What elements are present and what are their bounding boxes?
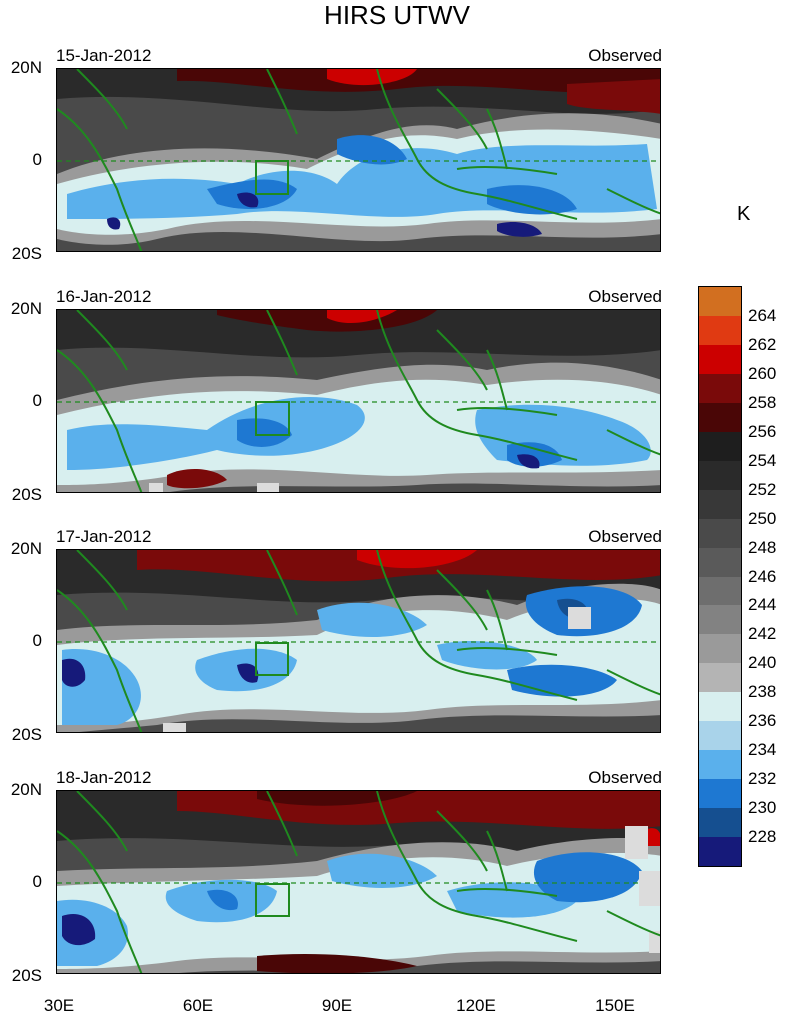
- colorbar-swatch: [699, 634, 741, 664]
- lat-label-south: 20S: [11, 725, 42, 744]
- contour-field: [57, 310, 660, 492]
- map-panel: 17-Jan-2012 Observed 20N 0 20S: [0, 527, 680, 749]
- lon-label: 90E: [321, 996, 353, 1015]
- map-panel: 16-Jan-2012 Observed 20N 0 20S: [0, 287, 680, 509]
- colorbar-swatch: [699, 576, 741, 606]
- colorbar-swatch: [699, 402, 741, 432]
- colorbar-swatch: [699, 779, 741, 809]
- panel-date: 15-Jan-2012: [56, 46, 152, 65]
- colorbar-swatch: [699, 460, 741, 490]
- utwv-map: [56, 309, 661, 493]
- colorbar-level-label: 252: [748, 479, 777, 499]
- colorbar-swatch: [699, 663, 741, 693]
- lat-label-equator: 0: [32, 391, 42, 410]
- contour-field: [57, 550, 660, 732]
- colorbar-level-label: 244: [748, 595, 777, 615]
- lat-label-north: 20N: [10, 780, 42, 799]
- lat-label-north: 20N: [10, 299, 42, 318]
- lat-label-south: 20S: [11, 966, 42, 985]
- panel-label: Observed: [588, 287, 662, 306]
- colorbar-level-label: 236: [748, 711, 777, 731]
- colorbar-level-label: 230: [748, 798, 777, 818]
- colorbar-swatch: [699, 344, 741, 374]
- colorbar-unit: K: [737, 203, 751, 225]
- colorbar-level-label: 264: [748, 305, 777, 325]
- colorbar-level-label: 256: [748, 421, 777, 441]
- lat-label-equator: 0: [32, 150, 42, 169]
- colorbar-level-label: 260: [748, 363, 777, 383]
- map-panel: 18-Jan-2012 Observed 20N 0 20S: [0, 768, 680, 990]
- colorbar-swatch: [699, 547, 741, 577]
- colorbar-level-label: 258: [748, 392, 777, 412]
- colorbar-level-label: 242: [748, 624, 777, 644]
- colorbar-level-label: 228: [748, 827, 777, 847]
- figure-title: HIRS UTWV: [324, 0, 470, 30]
- lat-label-south: 20S: [11, 485, 42, 504]
- lat-label-equator: 0: [32, 631, 42, 650]
- map-panel: 15-Jan-2012 Observed 20N 0 20S: [0, 46, 680, 268]
- colorbar-swatch: [699, 518, 741, 548]
- colorbar-level-label: 246: [748, 566, 777, 586]
- colorbar-swatch: [699, 750, 741, 780]
- contour-field: [57, 69, 660, 251]
- colorbar-level-label: 250: [748, 508, 777, 528]
- colorbar-level-label: 248: [748, 537, 777, 557]
- colorbar-swatch: [699, 373, 741, 403]
- lat-label-south: 20S: [11, 244, 42, 263]
- panel-label: Observed: [588, 527, 662, 546]
- colorbar-level-label: 240: [748, 653, 777, 673]
- colorbar-level-label: 232: [748, 769, 777, 789]
- lat-label-equator: 0: [32, 872, 42, 891]
- lon-label: 60E: [182, 996, 214, 1015]
- colorbar-swatch: [699, 837, 741, 867]
- colorbar-swatch: [699, 489, 741, 519]
- colorbar-swatch: [699, 692, 741, 722]
- panel-date: 17-Jan-2012: [56, 527, 152, 546]
- colorbar-level-label: 254: [748, 450, 777, 470]
- utwv-map: [56, 549, 661, 733]
- lon-label: 120E: [456, 996, 496, 1015]
- panel-label: Observed: [588, 768, 662, 787]
- colorbar-swatch: [699, 808, 741, 838]
- colorbar-swatch: [699, 605, 741, 635]
- colorbar-swatch: [699, 287, 741, 316]
- colorbar-swatch: [699, 721, 741, 751]
- lat-label-north: 20N: [10, 539, 42, 558]
- colorbar-level-label: 234: [748, 740, 777, 760]
- colorbar-level-label: 238: [748, 682, 777, 702]
- utwv-map: [56, 68, 661, 252]
- panel-date: 18-Jan-2012: [56, 768, 152, 787]
- colorbar: [698, 286, 742, 867]
- panel-date: 16-Jan-2012: [56, 287, 152, 306]
- contour-field: [57, 791, 660, 973]
- panel-label: Observed: [588, 46, 662, 65]
- colorbar-swatch: [699, 315, 741, 345]
- lat-label-north: 20N: [10, 58, 42, 77]
- colorbar-swatch: [699, 431, 741, 461]
- lon-label: 30E: [43, 996, 75, 1015]
- utwv-map: [56, 790, 661, 974]
- colorbar-level-label: 262: [748, 334, 777, 354]
- lon-label: 150E: [595, 996, 635, 1015]
